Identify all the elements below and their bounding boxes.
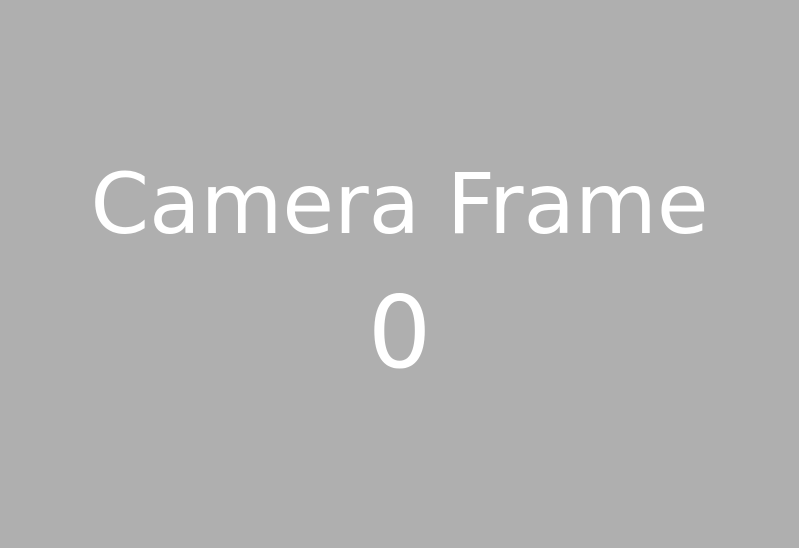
- camera-frame-title: Camera Frame: [90, 155, 709, 253]
- camera-frame-number: 0: [367, 274, 432, 391]
